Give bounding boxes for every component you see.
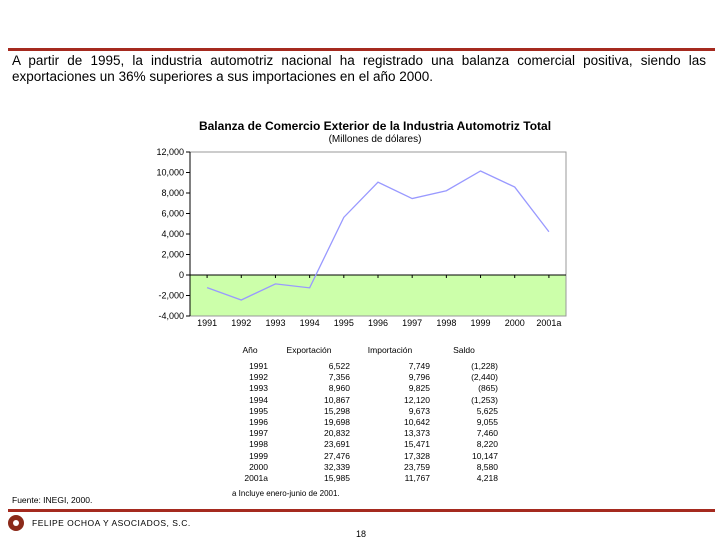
- table-row: 1994 10,867 12,120 (1,253): [232, 395, 498, 406]
- cell-imports: 17,328: [404, 450, 430, 461]
- y-tick-label: 0: [179, 270, 184, 280]
- company-name: FELIPE OCHOA Y ASOCIADOS, S.C.: [32, 518, 191, 528]
- cell-year: 1991: [249, 361, 268, 371]
- col-header-balance: Saldo: [453, 345, 475, 355]
- cell-exports: 10,867: [324, 394, 350, 405]
- source-note: Fuente: INEGI, 2000.: [12, 495, 93, 505]
- cell-year: 2000: [249, 461, 268, 472]
- table-row: 1995 15,298 9,673 5,625: [232, 406, 498, 417]
- company-logo: [8, 515, 24, 531]
- y-tick-label: 8,000: [161, 188, 184, 198]
- x-tick-label: 1996: [368, 318, 388, 328]
- plot-area: 12,000 10,000 8,000 6,000 4,000 2,000 0 -2,000 -…: [156, 147, 567, 328]
- y-tick-label: 6,000: [161, 209, 184, 219]
- cell-year: 1992: [249, 372, 268, 383]
- x-tick-label: 1992: [231, 318, 251, 328]
- cell-balance: 7,460: [476, 428, 498, 439]
- x-tick-label: 2001a: [536, 318, 561, 328]
- table-footnote: a Incluye enero-junio de 2001.: [232, 489, 340, 498]
- cell-year: 2001a: [244, 473, 268, 484]
- cell-year: 1997: [249, 428, 268, 439]
- cell-exports: 15,298: [324, 405, 350, 416]
- top-divider: [8, 48, 715, 51]
- table-row: 1992 7,356 9,796 (2,440): [232, 372, 498, 383]
- y-tick-label: 4,000: [161, 229, 184, 239]
- cell-year: 1996: [249, 417, 268, 428]
- cell-balance: (1,253): [471, 394, 498, 405]
- cell-balance: (865): [478, 383, 498, 394]
- y-tick-label: -4,000: [158, 311, 184, 321]
- table-row: 2000 32,339 23,759 8,580: [232, 462, 498, 473]
- cell-year: 1995: [249, 405, 268, 416]
- cell-year: 1999: [249, 450, 268, 461]
- intro-paragraph: A partir de 1995, la industria automotri…: [12, 53, 706, 84]
- cell-imports: 10,642: [404, 417, 430, 428]
- cell-exports: 27,476: [324, 450, 350, 461]
- series-line: [206, 170, 550, 301]
- cell-year: 1998: [249, 439, 268, 450]
- x-tick-label: 1997: [402, 318, 422, 328]
- x-tick-label: 1995: [334, 318, 354, 328]
- cell-balance: 5,625: [476, 405, 498, 416]
- table-row: 1996 19,698 10,642 9,055: [232, 417, 498, 428]
- cell-exports: 19,698: [324, 417, 350, 428]
- table-row: 1991 6,522 7,749 (1,228): [232, 361, 498, 372]
- cell-imports: 9,673: [408, 405, 430, 416]
- positive-region: [190, 152, 566, 275]
- cell-exports: 23,691: [324, 439, 350, 450]
- col-header-imports: Importación: [367, 345, 413, 355]
- cell-imports: 13,373: [404, 428, 430, 439]
- x-tick-label: 1999: [471, 318, 491, 328]
- cell-imports: 15,471: [404, 439, 430, 450]
- chart-subtitle: (Millones de dólares): [328, 134, 422, 145]
- x-tick-label: 1998: [436, 318, 456, 328]
- x-tick-label: 1993: [265, 318, 285, 328]
- cell-balance: 8,580: [476, 461, 498, 472]
- cell-imports: 12,120: [404, 394, 430, 405]
- x-tick-label: 1991: [197, 318, 217, 328]
- cell-imports: 9,796: [408, 372, 430, 383]
- cell-exports: 20,832: [324, 428, 350, 439]
- cell-exports: 6,522: [328, 361, 350, 371]
- page-number: 18: [356, 529, 367, 539]
- y-tick-label: 2,000: [161, 250, 184, 260]
- table-header-row: Año Exportación Importación Saldo: [232, 345, 498, 361]
- cell-balance: (1,228): [471, 361, 498, 371]
- y-tick-label: 12,000: [156, 147, 184, 157]
- cell-exports: 8,960: [328, 383, 350, 394]
- col-header-exports: Exportación: [286, 345, 332, 355]
- y-tick-label: -2,000: [158, 291, 184, 301]
- x-tick-label: 1994: [300, 318, 320, 328]
- cell-year: 1993: [249, 383, 268, 394]
- y-tick-label: 10,000: [156, 168, 184, 178]
- cell-balance: (2,440): [471, 372, 498, 383]
- cell-imports: 11,767: [404, 473, 430, 484]
- table-row: 1997 20,832 13,373 7,460: [232, 428, 498, 439]
- cell-balance: 10,147: [472, 450, 498, 461]
- cell-exports: 32,339: [324, 461, 350, 472]
- negative-region: [190, 275, 566, 316]
- cell-year: 1994: [249, 394, 268, 405]
- cell-balance: 4,218: [476, 473, 498, 484]
- cell-imports: 7,749: [408, 361, 430, 371]
- cell-exports: 15,985: [324, 473, 350, 484]
- cell-balance: 9,055: [476, 417, 498, 428]
- table-row: 2001a 15,985 11,767 4,218: [232, 473, 498, 484]
- cell-balance: 8,220: [476, 439, 498, 450]
- table-row: 1999 27,476 17,328 10,147: [232, 451, 498, 462]
- trade-data-table: Año Exportación Importación Saldo 1991 6,…: [232, 345, 498, 484]
- x-tick-label: 2000: [505, 318, 525, 328]
- cell-imports: 23,759: [404, 461, 430, 472]
- cell-exports: 7,356: [328, 372, 350, 383]
- cell-imports: 9,825: [408, 383, 430, 394]
- bottom-divider: [8, 509, 715, 512]
- col-header-year: Año: [242, 345, 258, 355]
- table-row: 1998 23,691 15,471 8,220: [232, 439, 498, 450]
- table-row: 1993 8,960 9,825 (865): [232, 383, 498, 394]
- chart-title: Balanza de Comercio Exterior de la Indus…: [198, 119, 552, 133]
